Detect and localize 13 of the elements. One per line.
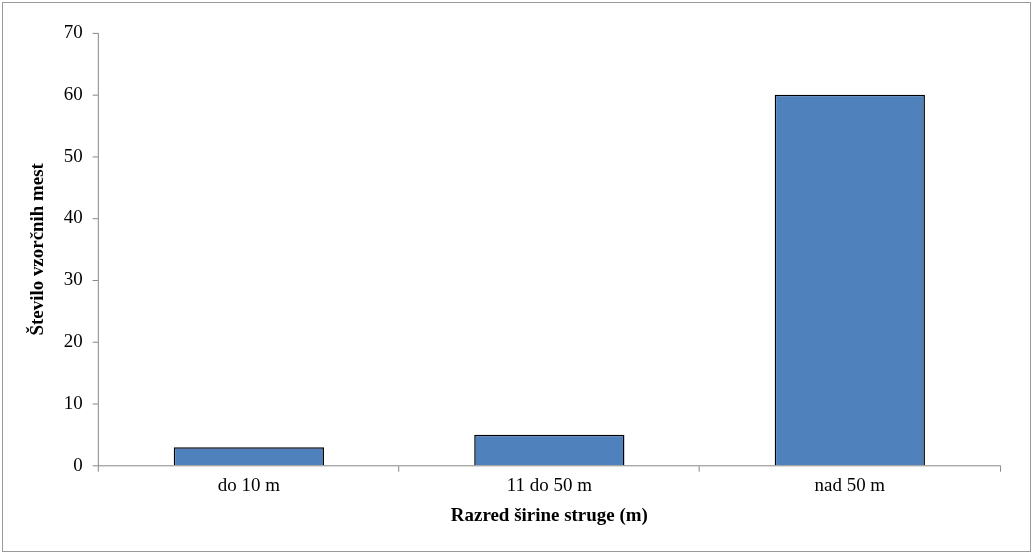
y-tick-label: 60: [63, 82, 83, 104]
y-tick-label: 50: [63, 144, 83, 166]
y-tick-label: 0: [73, 453, 83, 475]
y-tick-label: 10: [63, 391, 83, 413]
x-tick-label: nad 50 m: [814, 474, 886, 495]
y-tick-label: 40: [63, 206, 83, 228]
x-tick-label: 11 do 50 m: [506, 474, 593, 495]
y-tick-label: 30: [63, 268, 83, 290]
y-axis-title: Število vzorčnih mest: [26, 162, 48, 336]
x-axis-title: Razred širine struge (m): [450, 503, 648, 526]
x-tick-label: do 10 m: [217, 474, 281, 495]
y-tick-label: 70: [63, 20, 83, 42]
y-tick-label: 20: [63, 330, 83, 352]
